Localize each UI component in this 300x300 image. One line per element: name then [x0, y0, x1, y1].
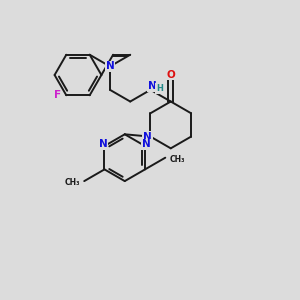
Text: N: N — [142, 140, 151, 149]
Text: N: N — [106, 61, 114, 71]
Text: CH₃: CH₃ — [64, 178, 80, 187]
Text: CH₃: CH₃ — [170, 155, 185, 164]
Text: O: O — [167, 70, 175, 80]
Text: N: N — [143, 132, 152, 142]
Text: N: N — [99, 140, 107, 149]
Text: H: H — [156, 84, 163, 93]
Text: N: N — [148, 81, 156, 91]
Text: F: F — [54, 90, 61, 100]
